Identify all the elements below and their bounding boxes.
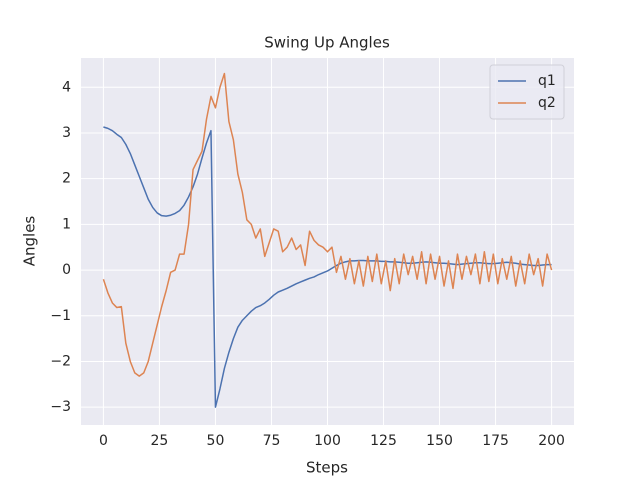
chart-title: Swing Up Angles [264,34,390,52]
y-tick-label: 3 [62,125,71,141]
data-line [102,72,553,377]
y-tick-label: 1 [62,216,71,232]
legend-label: q2 [538,95,556,111]
x-axis-label: Steps [306,459,348,477]
x-tick-label: 175 [482,433,509,449]
y-tick-label: 0 [62,262,71,278]
x-tick-label: 25 [151,433,169,449]
x-tick-label: 50 [207,433,225,449]
x-tick-label: 125 [370,433,397,449]
y-axis-label: Angles [21,216,39,267]
x-tick-label: 150 [426,433,453,449]
legend-box [489,64,565,120]
y-tick-label: −1 [50,308,71,324]
y-tick-label: 2 [62,171,71,187]
y-tick-label: −2 [50,353,71,369]
x-tick-label: 0 [99,433,108,449]
y-tick-label: 4 [62,79,71,95]
y-tick-label: −3 [50,399,71,415]
x-tick-label: 200 [538,433,565,449]
x-tick-label: 75 [263,433,281,449]
x-tick-label: 100 [314,433,341,449]
legend-label: q1 [538,73,556,89]
